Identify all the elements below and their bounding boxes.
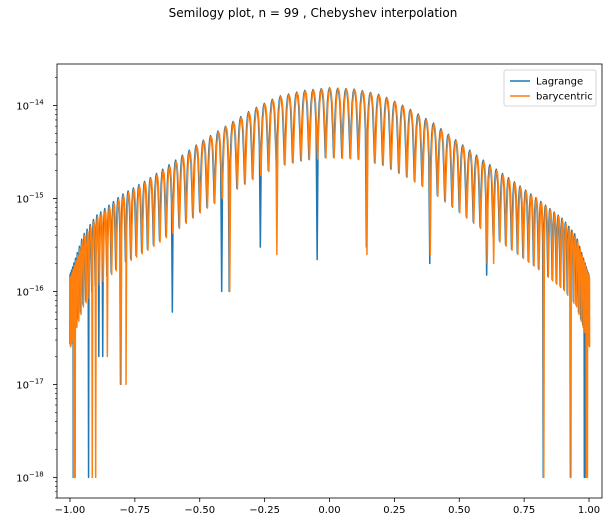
chart-title: Semilogy plot, n = 99 , Chebyshev interp…	[169, 6, 458, 20]
legend-label-barycentric: barycentric	[536, 92, 593, 103]
x-tick-label: 0.00	[318, 505, 340, 516]
series-line-barycentric	[69, 87, 591, 479]
y-tick-label: 10−16	[16, 284, 44, 298]
series-line-lagrange	[69, 87, 590, 479]
x-tick-label: −0.50	[184, 505, 215, 516]
x-tick-label: 1.00	[578, 505, 600, 516]
legend: Lagrange barycentric	[503, 69, 597, 107]
x-tick-label: 0.50	[448, 505, 470, 516]
y-tick-label: 10−17	[16, 377, 44, 391]
x-tick-label: −1.00	[55, 505, 86, 516]
y-tick-label: 10−14	[16, 99, 44, 113]
legend-label-lagrange: Lagrange	[536, 77, 583, 88]
x-tick-label: 0.25	[383, 505, 405, 516]
legend-box	[503, 69, 597, 107]
axes-frame	[56, 63, 603, 499]
plot-area	[69, 87, 591, 479]
x-tick-label: 0.75	[513, 505, 535, 516]
x-tick-label: −0.25	[249, 505, 280, 516]
y-tick-label: 10−18	[16, 470, 44, 484]
x-tick-label: −0.75	[120, 505, 151, 516]
y-tick-label: 10−15	[16, 192, 44, 206]
